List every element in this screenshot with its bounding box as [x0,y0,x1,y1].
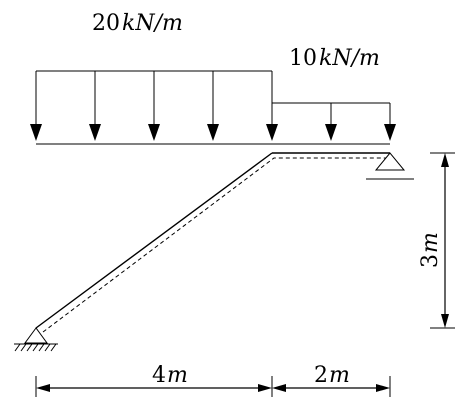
load-arrow-head [325,124,337,141]
ground-hatch [32,343,39,352]
tension-side-dashed-line [42,157,386,333]
dimension-arrow-head [441,153,449,167]
vertical-dimension: 3m [418,152,455,329]
load-label-left: 20kN/m [92,11,183,36]
pin-triangle [24,327,48,344]
ground-hatch [44,343,51,352]
dimension-arrow-head [441,314,449,328]
load-arrow-head [148,124,160,141]
dimension-arrow-head [258,384,272,392]
dimension-arrow-head [272,384,286,392]
distributed-load-left [30,70,278,145]
ground-hatch [50,343,57,352]
horizontal-dimension: 4m 2m [35,363,391,397]
load-arrow-head [266,124,278,141]
dimension-label-4m: 4m [152,363,188,388]
dimension-label-2m: 2m [314,363,350,388]
load-arrow-head [384,124,396,141]
load-arrow-head [207,124,219,141]
dimension-label-3m: 3m [418,232,443,268]
frame [35,152,390,333]
dimension-arrow-head [36,384,50,392]
ground-hatch [14,343,21,352]
load-arrow-head [89,124,101,141]
dimension-arrow-head [376,384,390,392]
ground-hatch [20,343,27,352]
load-label-right: 10kN/m [289,46,380,71]
inclined-member [35,152,273,329]
roller-triangle [374,152,406,171]
ground-hatch [26,343,33,352]
ground-hatch [38,343,45,352]
distributed-load-right [272,102,396,145]
roller-support-right [366,152,414,180]
load-arrow-head [30,124,42,141]
pin-support-left [14,327,58,352]
